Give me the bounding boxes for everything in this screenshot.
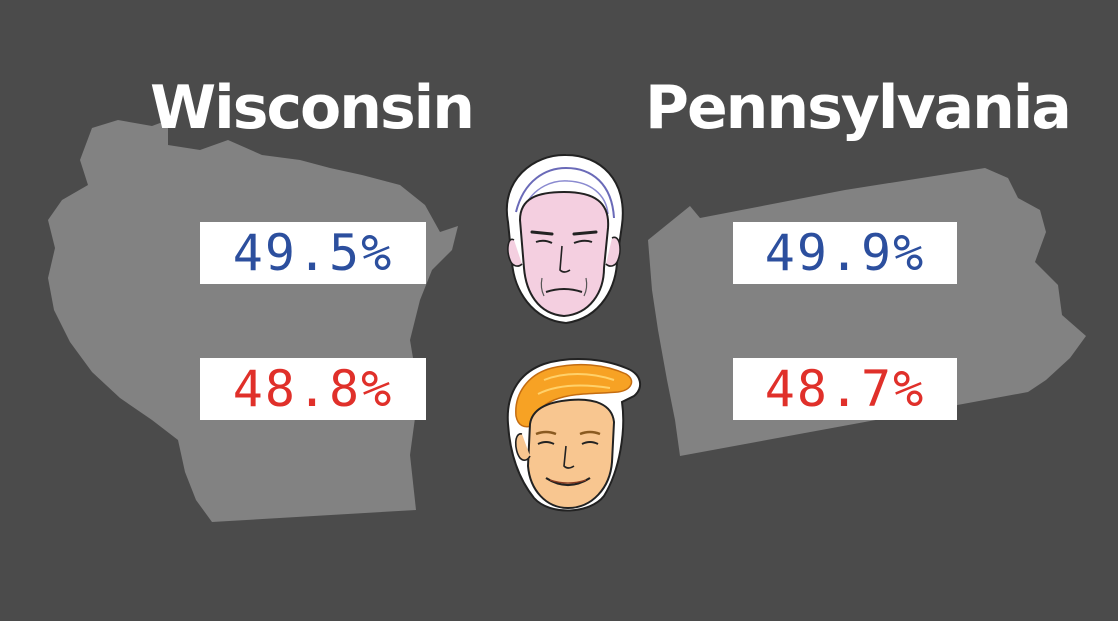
pennsylvania-red-percent: 48.7% xyxy=(733,358,957,420)
pennsylvania-blue-percent: 49.9% xyxy=(733,222,957,284)
pennsylvania-title: Pennsylvania xyxy=(645,73,1072,143)
wisconsin-blue-percent: 49.5% xyxy=(200,222,426,284)
biden-face-icon xyxy=(505,153,624,325)
wisconsin-title: Wisconsin xyxy=(150,73,475,143)
trump-face-icon xyxy=(506,358,642,512)
wisconsin-red-percent: 48.8% xyxy=(200,358,426,420)
